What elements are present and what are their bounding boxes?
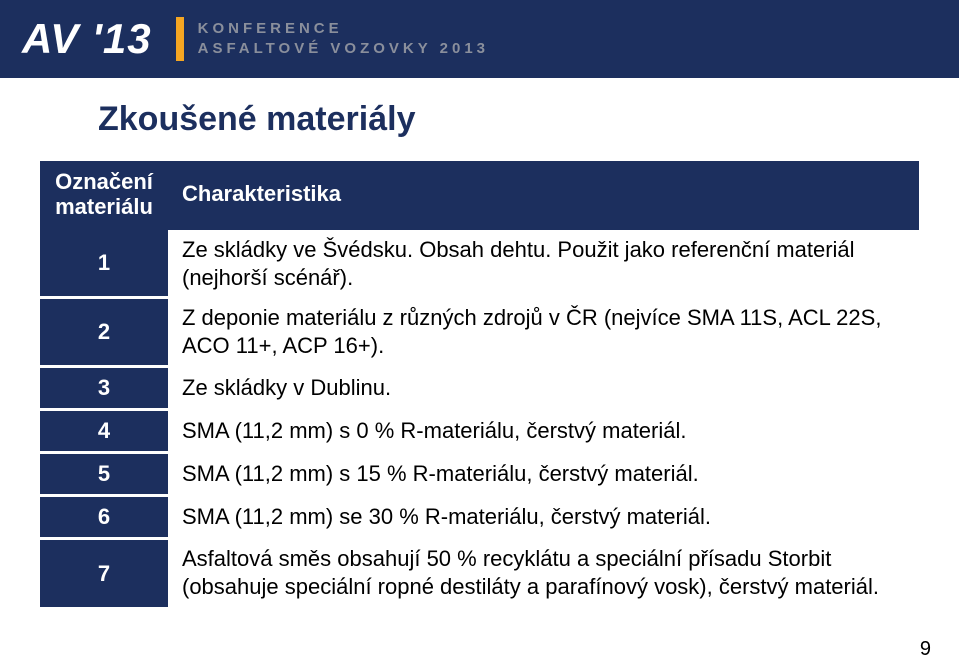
content: Zkoušené materiály Označení materiálu Ch… [0, 78, 959, 607]
logo-subtitle: KONFERENCE ASFALTOVÉ VOZOVKY 2013 [198, 19, 489, 60]
table-row: 5 SMA (11,2 mm) s 15 % R-materiálu, čers… [40, 453, 919, 496]
material-desc: SMA (11,2 mm) s 0 % R-materiálu, čerstvý… [168, 409, 919, 452]
page-number: 9 [920, 638, 931, 661]
table-row: 2 Z deponie materiálu z různých zdrojů v… [40, 298, 919, 366]
table-row: 4 SMA (11,2 mm) s 0 % R-materiálu, čerst… [40, 409, 919, 452]
material-number: 3 [40, 366, 168, 409]
material-number: 4 [40, 409, 168, 452]
material-number: 2 [40, 298, 168, 366]
material-desc: SMA (11,2 mm) s 15 % R-materiálu, čerstv… [168, 453, 919, 496]
table-row: 3 Ze skládky v Dublinu. [40, 366, 919, 409]
material-desc: Z deponie materiálu z různých zdrojů v Č… [168, 298, 919, 366]
logo-mark: AV '13 [22, 15, 158, 63]
table-header-left: Označení materiálu [40, 161, 168, 230]
logo-divider [176, 17, 184, 61]
material-number: 6 [40, 496, 168, 539]
material-desc: Ze skládky ve Švédsku. Obsah dehtu. Použ… [168, 230, 919, 298]
header-bar: AV '13 KONFERENCE ASFALTOVÉ VOZOVKY 2013 [0, 0, 959, 78]
materials-table: Označení materiálu Charakteristika 1 Ze … [40, 161, 919, 607]
logo-line2: ASFALTOVÉ VOZOVKY 2013 [198, 39, 489, 59]
page-title: Zkoušené materiály [98, 100, 919, 139]
logo-line1: KONFERENCE [198, 19, 489, 39]
table-row: 6 SMA (11,2 mm) se 30 % R-materiálu, čer… [40, 496, 919, 539]
table-header-right: Charakteristika [168, 161, 919, 230]
material-number: 1 [40, 230, 168, 298]
table-row: 7 Asfaltová směs obsahují 50 % recyklátu… [40, 539, 919, 607]
table-row: 1 Ze skládky ve Švédsku. Obsah dehtu. Po… [40, 230, 919, 298]
material-number: 7 [40, 539, 168, 607]
material-desc: SMA (11,2 mm) se 30 % R-materiálu, čerst… [168, 496, 919, 539]
material-desc: Ze skládky v Dublinu. [168, 366, 919, 409]
material-number: 5 [40, 453, 168, 496]
material-desc: Asfaltová směs obsahují 50 % recyklátu a… [168, 539, 919, 607]
